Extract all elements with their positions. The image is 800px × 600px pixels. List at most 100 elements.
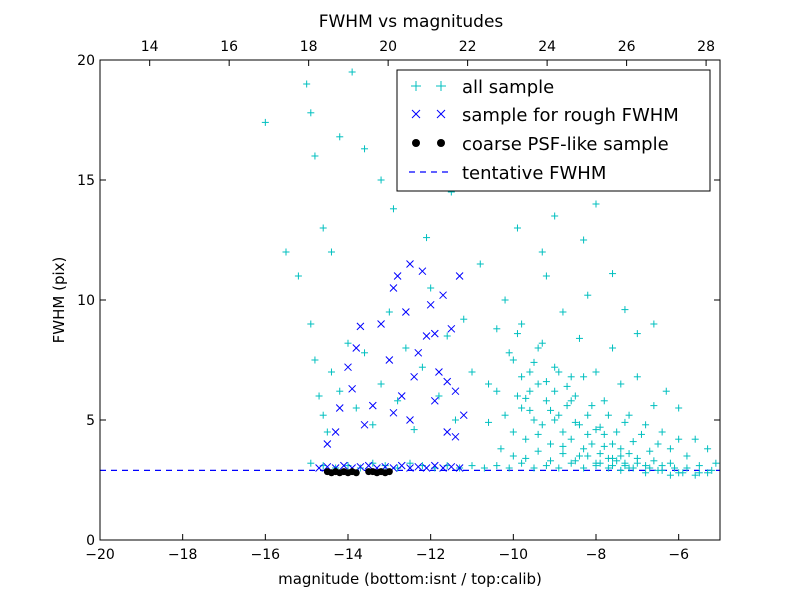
all-sample-point xyxy=(381,462,389,470)
axis-ticks: −20 −18 −16 −14 −12 −10 −8 −6 0 5 10 15 20 14 16 18 20 22… xyxy=(77,39,720,563)
all-sample-point xyxy=(530,358,538,366)
all-sample-point xyxy=(538,421,546,429)
all-sample-point xyxy=(319,224,327,232)
all-sample-point xyxy=(613,428,621,436)
all-sample-point xyxy=(385,308,393,316)
all-sample-point xyxy=(683,452,691,460)
all-sample-point xyxy=(493,462,501,470)
y-tick-label: 0 xyxy=(86,533,95,549)
all-sample-point xyxy=(451,416,459,424)
rough-fwhm-point xyxy=(430,461,439,470)
rough-fwhm-point xyxy=(352,344,361,352)
rough-fwhm-point xyxy=(323,440,332,448)
all-sample-point xyxy=(584,430,592,438)
rough-fwhm-point xyxy=(356,322,365,331)
all-sample-point xyxy=(344,339,352,347)
rough-fwhm-point xyxy=(397,461,406,470)
all-sample-point xyxy=(307,109,315,117)
top-x-tick-label: 14 xyxy=(141,39,159,55)
rough-fwhm-point xyxy=(414,462,423,471)
rough-fwhm-point xyxy=(331,428,340,436)
x-tick-label: −16 xyxy=(251,547,281,563)
rough-fwhm-point xyxy=(435,368,443,376)
all-sample-point xyxy=(303,80,311,88)
rough-fwhm-point xyxy=(443,377,452,386)
rough-fwhm-point xyxy=(356,462,365,471)
all-sample-point xyxy=(567,435,575,443)
psf-like-points xyxy=(323,468,393,477)
rough-fwhm-point xyxy=(335,404,344,412)
y-tick-label: 5 xyxy=(86,413,95,429)
all-sample-point xyxy=(261,118,269,126)
all-sample-point xyxy=(319,411,327,419)
all-sample-point xyxy=(617,466,625,474)
all-sample-point xyxy=(513,392,521,400)
all-sample-point xyxy=(559,428,567,436)
all-sample-point xyxy=(542,462,550,470)
all-sample-point xyxy=(617,452,625,460)
rough-fwhm-point xyxy=(397,392,406,400)
all-sample-point xyxy=(493,387,501,395)
psf-like-point xyxy=(352,469,360,477)
all-sample-point xyxy=(485,380,493,388)
all-sample-point xyxy=(356,464,364,472)
all-sample-point xyxy=(542,397,550,405)
rough-fwhm-point xyxy=(389,408,398,417)
all-sample-point xyxy=(547,457,555,465)
all-sample-point xyxy=(282,248,290,256)
all-sample-point xyxy=(336,387,344,395)
all-sample-point xyxy=(505,349,513,357)
all-sample-point xyxy=(427,284,435,292)
all-sample-point xyxy=(418,363,426,371)
all-sample-point xyxy=(704,445,712,453)
all-sample-point xyxy=(613,457,621,465)
rough-fwhm-point xyxy=(389,284,398,292)
legend-box xyxy=(396,69,711,192)
all-sample-point xyxy=(683,464,691,472)
chart-title: FWHM vs magnitudes xyxy=(319,12,504,32)
rough-fwhm-point xyxy=(422,332,431,340)
rough-fwhm-point xyxy=(451,387,460,396)
all-sample-point xyxy=(497,445,505,453)
all-sample-point xyxy=(369,421,377,429)
all-sample-point xyxy=(596,459,604,467)
all-sample-point xyxy=(596,450,604,458)
all-sample-point xyxy=(650,457,658,465)
all-sample-point xyxy=(575,334,583,342)
all-sample-point xyxy=(518,404,526,412)
all-sample-point xyxy=(551,363,559,371)
rough-fwhm-point xyxy=(447,324,456,333)
rough-fwhm-point xyxy=(344,363,352,372)
all-sample-point xyxy=(584,452,592,460)
all-sample-point xyxy=(704,469,712,477)
x-tick-label: −20 xyxy=(85,547,115,563)
rough-fwhm-point xyxy=(430,396,439,405)
all-sample-point xyxy=(592,426,600,434)
all-sample-point xyxy=(621,462,629,470)
all-sample-point xyxy=(588,440,596,448)
all-sample-point xyxy=(617,445,625,453)
all-sample-point xyxy=(559,442,567,450)
y-tick-label: 20 xyxy=(77,53,95,69)
all-sample-point xyxy=(609,440,617,448)
all-sample-point xyxy=(633,330,641,338)
all-sample-point xyxy=(501,411,509,419)
all-sample-point xyxy=(609,462,617,470)
all-sample-point xyxy=(633,459,641,467)
rough-fwhm-point xyxy=(315,464,323,472)
all-sample-point xyxy=(580,445,588,453)
all-sample-point xyxy=(518,320,526,328)
all-sample-point xyxy=(625,450,633,458)
rough-fwhm-point xyxy=(377,320,385,328)
all-sample-point xyxy=(567,397,575,405)
all-sample-point xyxy=(580,236,588,244)
rough-fwhm-point xyxy=(368,401,377,410)
rough-fwhm-point xyxy=(410,372,418,381)
all-sample-point xyxy=(522,394,530,402)
all-sample-point xyxy=(609,454,617,462)
all-sample-point xyxy=(509,428,517,436)
all-sample-point xyxy=(513,330,521,338)
all-sample-point xyxy=(691,435,699,443)
all-sample-point xyxy=(294,272,302,280)
